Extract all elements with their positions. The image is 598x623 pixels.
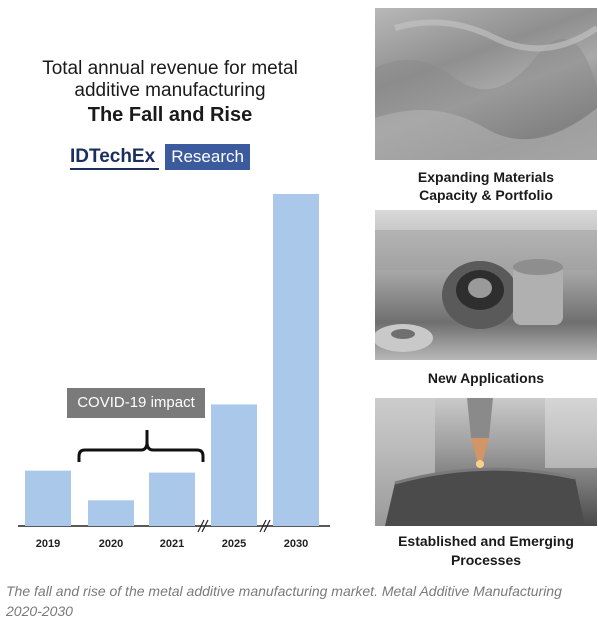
axis-break-after-2025	[263, 519, 271, 533]
chart-title-line-1: Total annual revenue for metal	[42, 58, 298, 79]
covid-impact-bracket	[77, 430, 205, 462]
revenue-bar-chart: 2019 2020 2021 2025 2030	[18, 193, 330, 550]
bar-2025	[211, 404, 257, 526]
axis-break-after-2021	[197, 519, 205, 533]
printing-process-image	[375, 398, 597, 526]
metal-powder-image	[375, 19, 597, 160]
printed-parts-image	[375, 230, 597, 352]
panel-1-caption-line-1: Expanding Materials	[417, 169, 555, 185]
covid-impact-label: COVID-19 impact	[67, 388, 205, 418]
idtechex-logo: IDTechEx Research	[70, 144, 250, 170]
x-tick-label-2021: 2021	[160, 538, 184, 550]
axis-break-after-2025	[259, 519, 267, 533]
chart-title-line-2: additive manufacturing	[74, 80, 266, 101]
axis-break-after-2021	[201, 519, 209, 533]
brand-tag: Research	[165, 144, 250, 170]
bar-2020	[88, 500, 134, 526]
bar-2030	[273, 193, 319, 526]
x-tick-label-2019: 2019	[36, 538, 60, 550]
panel-1-caption-line-2: Capacity & Portfolio	[419, 187, 553, 203]
x-tick-label-2030: 2030	[284, 538, 308, 550]
panel-3-caption-line-1: Established and Emerging	[398, 533, 574, 549]
chart-panel: Total annual revenue for metal additive …	[18, 58, 330, 550]
x-tick-label-2025: 2025	[222, 538, 246, 550]
brand-name: IDTechEx	[70, 144, 160, 170]
metal-powder-photo	[375, 8, 597, 160]
panel-3-caption-line-2: Processes	[450, 552, 522, 568]
printed-parts-photo	[375, 210, 597, 360]
chart-subtitle: The Fall and Rise	[87, 104, 253, 126]
printing-process-photo	[375, 398, 597, 526]
panel-2-caption: New Applications	[427, 370, 545, 386]
figure-caption: The fall and rise of the metal additive …	[6, 583, 562, 619]
bar-2021	[149, 472, 195, 526]
x-tick-label-2020: 2020	[99, 538, 123, 550]
bar-2019	[25, 470, 71, 526]
